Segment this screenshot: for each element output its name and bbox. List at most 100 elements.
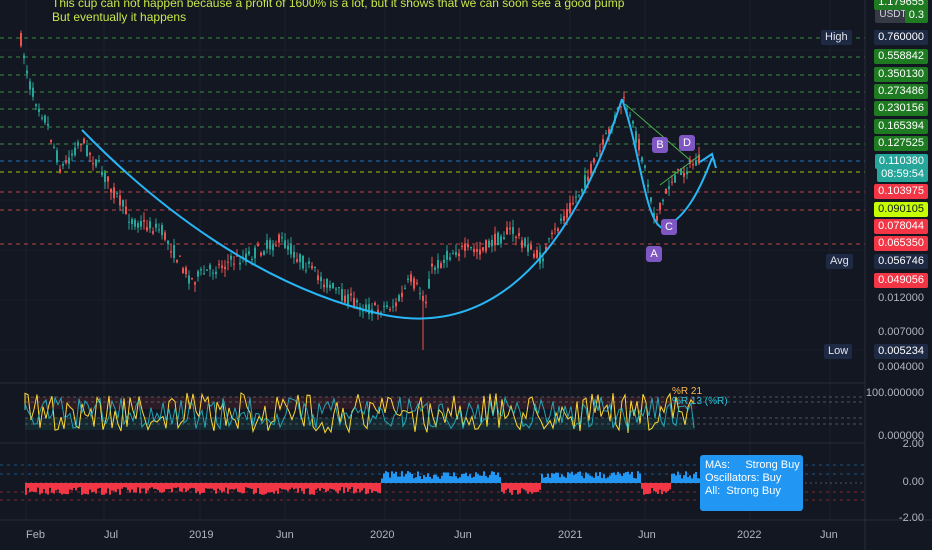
candle-body (134, 219, 136, 227)
ratings-bar (333, 483, 335, 490)
candle-body (212, 272, 214, 274)
candle-body (533, 253, 535, 258)
level-lines (0, 37, 865, 245)
ratings-bar (685, 471, 687, 483)
ratings-bar (245, 483, 247, 488)
candle-body (137, 223, 139, 228)
candle-body (215, 271, 217, 274)
time-tick: Jun (454, 529, 472, 541)
ratings-bar (517, 483, 519, 495)
candle-body (299, 254, 301, 263)
candle-body (596, 155, 598, 157)
ratings-bar (631, 471, 633, 483)
candle-body (68, 157, 70, 164)
candle-body (104, 172, 106, 183)
ratings-bar (415, 477, 417, 483)
time-tick: 2020 (370, 529, 395, 541)
ratings-bar (563, 476, 565, 483)
candle-body (59, 168, 61, 173)
ratings-bar (389, 477, 391, 483)
ratings-bar (101, 483, 103, 495)
price-tick: 0.007000 (878, 326, 924, 338)
ratings-bar (649, 483, 651, 494)
price-tick: 0.004000 (878, 361, 924, 373)
all-label: All: (705, 485, 721, 497)
ratings-axis-min: -2.00 (898, 512, 924, 524)
ratings-bar (419, 476, 421, 483)
candle-body (56, 150, 58, 163)
ratings-bar (205, 483, 207, 489)
ratings-bar (553, 473, 555, 483)
all-value: Strong Buy (726, 485, 781, 497)
ratings-bar (431, 478, 433, 483)
ratings-bar (79, 483, 81, 488)
ratings-signal-box: MAs: Strong Buy Oscillators: Buy All: St… (700, 455, 803, 511)
candle-body (92, 163, 94, 165)
candle-body (575, 196, 577, 198)
candle-body (467, 244, 469, 248)
candle-body (344, 295, 346, 303)
candle-body (569, 202, 571, 213)
candle-body (692, 164, 694, 166)
ratings-bar (461, 473, 463, 483)
price-label: 0.110380 (874, 154, 928, 169)
candle-body (119, 195, 121, 206)
candle-body (332, 283, 334, 289)
oscillator-axis-min: 0.000000 (878, 430, 924, 442)
chart-grid (25, 0, 831, 520)
ratings-bar (93, 483, 95, 492)
ratings-bar (399, 476, 401, 483)
ratings-bar (537, 483, 539, 492)
ratings-bar (251, 483, 253, 489)
candle-body (41, 117, 43, 119)
ratings-bar (671, 473, 673, 483)
candle-body (272, 244, 274, 251)
candle-body (464, 243, 466, 251)
ratings-bar (279, 483, 281, 489)
ratings-bar (281, 483, 283, 490)
ratings-bar (179, 483, 181, 492)
ratings-bar (145, 483, 147, 494)
price-tick: 0.012000 (878, 292, 924, 304)
ratings-bar (453, 472, 455, 483)
ratings-bar (581, 475, 583, 483)
ratings-bar (327, 483, 329, 491)
wave-label-c[interactable]: C (661, 219, 677, 235)
candle-body (101, 171, 103, 176)
ratings-bar (43, 483, 45, 490)
candle-body (221, 265, 223, 268)
candle-body (107, 176, 109, 182)
ratings-bar (387, 472, 389, 483)
ratings-bar (141, 483, 143, 489)
ratings-bar (633, 477, 635, 483)
wave-label-a[interactable]: A (646, 246, 662, 262)
candle-body (683, 172, 685, 177)
candle-body (47, 123, 49, 126)
wave-label-d[interactable]: D (679, 135, 695, 151)
ratings-bar (63, 483, 65, 494)
ratings-bar (335, 483, 337, 492)
ratings-bar (437, 476, 439, 483)
candle-body (338, 287, 340, 289)
ratings-bar (151, 483, 153, 488)
candle-body (557, 228, 559, 232)
ratings-bar (487, 477, 489, 483)
ratings-bar (223, 483, 225, 492)
ratings-bar (629, 474, 631, 483)
candle-body (248, 251, 250, 255)
candle-body (524, 238, 526, 247)
ratings-bar (367, 483, 369, 494)
wave-label-b[interactable]: B (652, 137, 668, 153)
ratings-bar (669, 483, 671, 490)
candle-body (185, 267, 187, 275)
currency-badge[interactable]: USDT (875, 7, 911, 23)
ratings-bar (469, 474, 471, 483)
candle-body (53, 146, 55, 148)
candle-body (479, 249, 481, 255)
candlesticks (20, 30, 700, 350)
ratings-bar (587, 473, 589, 483)
candle-body (98, 160, 100, 162)
ratings-bar (611, 472, 613, 483)
ratings-bar (347, 483, 349, 492)
